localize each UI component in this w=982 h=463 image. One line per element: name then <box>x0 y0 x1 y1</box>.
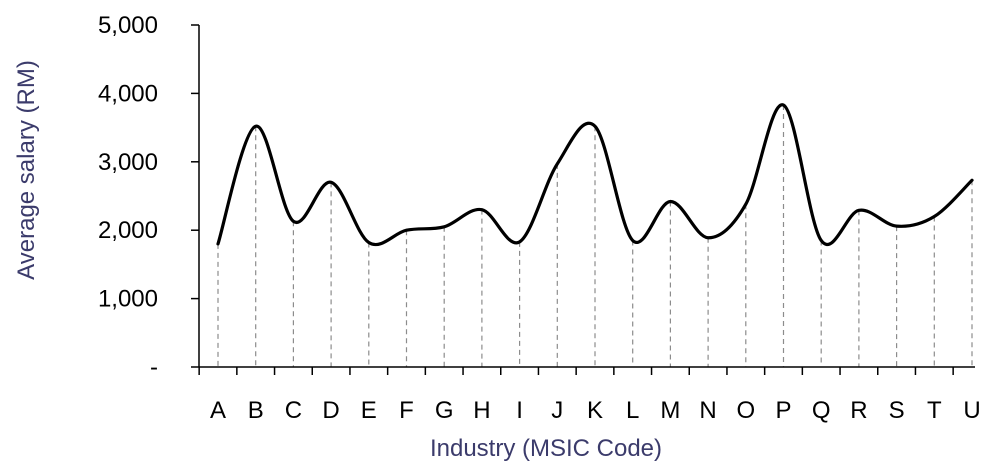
series-line <box>216 103 974 246</box>
x-axis-title: Industry (MSIC Code) <box>430 435 662 462</box>
y-tick-label: 4,000 <box>98 80 158 107</box>
y-axis-title: Average salary (RM) <box>13 60 40 280</box>
x-tick-label: B <box>248 397 264 424</box>
drop-lines <box>217 105 973 367</box>
x-tick-label: O <box>736 397 755 424</box>
x-tick-label: R <box>850 397 867 424</box>
x-tick-label: K <box>587 397 603 424</box>
x-tick-label: F <box>399 397 414 424</box>
x-tick-label: M <box>660 397 680 424</box>
x-tick-label: S <box>889 397 905 424</box>
x-tick-label: C <box>285 397 302 424</box>
y-tick-label: 3,000 <box>98 149 158 176</box>
x-tick-label: H <box>473 397 490 424</box>
x-tick-label: Q <box>812 397 831 424</box>
x-tick-label: U <box>963 397 980 424</box>
y-tick-label: 1,000 <box>98 286 158 313</box>
salary-series <box>216 103 974 246</box>
x-tick-label: G <box>435 397 454 424</box>
x-tick-label: A <box>210 397 226 424</box>
x-tick-label: I <box>516 397 523 424</box>
x-tick-label: J <box>551 397 563 424</box>
x-tick-label: E <box>361 397 377 424</box>
x-tick-label: D <box>322 397 339 424</box>
y-tick-label: - <box>150 354 158 381</box>
y-tick-label: 5,000 <box>98 12 158 39</box>
x-tick-label: T <box>927 397 942 424</box>
y-axis-ticks: - 1,000 2,000 3,000 4,000 5,000 <box>98 12 199 381</box>
x-tick-label: N <box>699 397 716 424</box>
y-tick-label: 2,000 <box>98 217 158 244</box>
x-tick-label: P <box>775 397 791 424</box>
x-tick-label: L <box>626 397 639 424</box>
